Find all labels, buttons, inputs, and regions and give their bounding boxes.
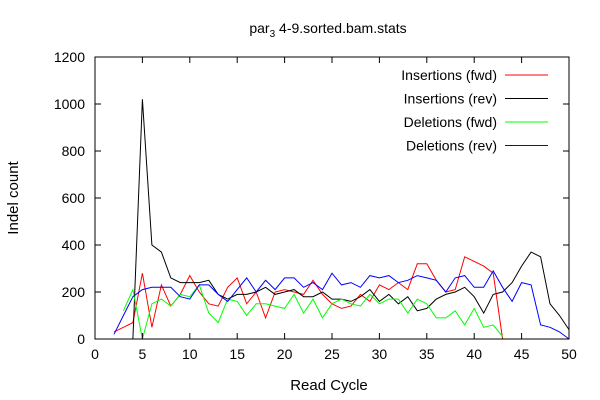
y-axis-label: Indel count	[5, 160, 22, 234]
x-tick-label: 5	[139, 346, 147, 362]
y-tick-label: 1200	[54, 49, 85, 65]
chart-title: par3 4-9.sorted.bam.stats	[249, 20, 406, 40]
x-tick-label: 50	[561, 346, 577, 362]
x-tick-label: 10	[182, 346, 198, 362]
x-tick-label: 0	[91, 346, 99, 362]
y-tick-label: 400	[62, 237, 86, 253]
legend-label-insertions-rev: Insertions (rev)	[404, 91, 497, 107]
x-axis-label: Read Cycle	[290, 377, 368, 394]
y-tick-label: 200	[62, 284, 86, 300]
y-tick-label: 1000	[54, 96, 85, 112]
legend: Insertions (fwd) Insertions (rev) Deletion…	[401, 67, 548, 154]
series-line-deletions-rev	[113, 269, 570, 340]
legend-label-deletions-rev: Deletions (rev)	[406, 138, 497, 154]
y-tick-label: 0	[77, 331, 85, 347]
x-tick-label: 45	[514, 346, 530, 362]
x-tick-label: 20	[277, 346, 293, 362]
plot-area	[113, 99, 570, 340]
y-tick-label: 600	[62, 190, 86, 206]
y-tick-label: 800	[62, 143, 86, 159]
x-tick-label: 25	[324, 346, 340, 362]
axis-ticks: 0 5 10 15 20 25 30 35 40 45 50 0 200 400 600 800 1000 120…	[54, 49, 577, 362]
x-tick-label: 30	[372, 346, 388, 362]
legend-label-insertions-fwd: Insertions (fwd)	[401, 67, 497, 83]
x-tick-label: 15	[229, 346, 245, 362]
x-tick-label: 40	[466, 346, 482, 362]
series-line-insertions-fwd	[113, 256, 504, 340]
series-line-deletions-fwd	[122, 283, 503, 340]
series-line-insertions-rev	[132, 99, 570, 340]
legend-label-deletions-fwd: Deletions (fwd)	[404, 114, 497, 130]
x-tick-label: 35	[419, 346, 435, 362]
